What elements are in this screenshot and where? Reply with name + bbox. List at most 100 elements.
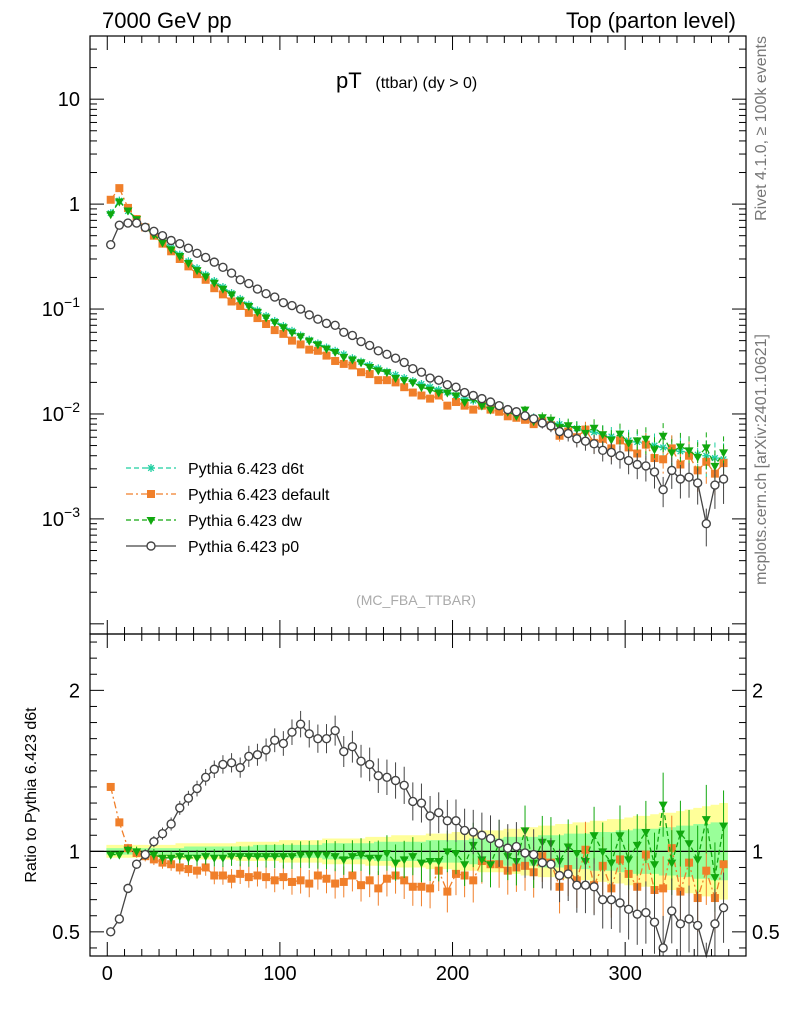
marker-triangle-down [598, 848, 608, 857]
marker-circle-open [554, 426, 565, 437]
marker-square [305, 345, 314, 354]
marker-square [253, 871, 262, 880]
marker-circle-open [589, 439, 599, 449]
main-ytick-label-base: 1 [69, 194, 80, 216]
ratio-series-dw [106, 772, 729, 912]
ratio-ytick-label: 0.5 [52, 922, 80, 944]
marker-triangle-down [192, 267, 202, 276]
plot-title-main: pT [336, 68, 361, 93]
marker-triangle-down [158, 854, 168, 863]
ratio-ytick-label: 1 [69, 841, 80, 863]
marker-triangle-down [641, 829, 651, 838]
marker-square [408, 882, 417, 891]
marker-triangle-down [296, 851, 306, 860]
marker-triangle-down [322, 345, 332, 354]
marker-triangle-down [304, 337, 314, 346]
marker-circle-open [235, 762, 245, 773]
mcplots-source-label: mcplots.cern.ch [arXiv:2401.10621] [753, 334, 770, 585]
legend-item-dw: Pythia 6.423 dw [126, 513, 302, 530]
marker-square [262, 320, 271, 329]
marker-triangle-down [244, 302, 254, 311]
marker-circle-open [408, 796, 418, 807]
marker-circle-open [382, 349, 392, 360]
marker-triangle-down [460, 861, 470, 870]
marker-circle-open [649, 467, 660, 477]
marker-circle-open [166, 235, 176, 246]
marker-square [365, 876, 374, 885]
main-panel-ticks [90, 35, 746, 634]
marker-triangle-down [399, 377, 409, 386]
marker-triangle-down [684, 447, 694, 456]
marker-circle-open [295, 304, 306, 314]
marker-square [702, 866, 711, 875]
marker-circle-open [140, 849, 150, 860]
marker-circle-open [442, 816, 453, 826]
marker-star [147, 464, 155, 472]
marker-triangle-down [675, 443, 685, 452]
marker-triangle-down [719, 822, 729, 831]
marker-circle-open [304, 310, 314, 320]
marker-circle-open [511, 841, 522, 852]
marker-circle-open [261, 289, 271, 299]
marker-triangle-down [183, 259, 193, 268]
marker-circle-open [416, 367, 427, 377]
marker-triangle-down [486, 406, 496, 415]
marker-circle-open [434, 375, 444, 385]
marker-triangle-down [667, 449, 677, 458]
marker-circle-open [364, 759, 375, 770]
marker-star-stroke [147, 464, 155, 472]
marker-square [193, 866, 202, 875]
marker-triangle-down [477, 402, 487, 411]
marker-square [244, 308, 253, 317]
marker-triangle-down [114, 851, 124, 860]
marker-circle-open [598, 894, 608, 905]
header-left: 7000 GeV pp [102, 8, 232, 33]
marker-square [357, 368, 366, 377]
marker-circle-open [157, 230, 168, 241]
marker-circle-open [468, 827, 478, 837]
marker-square [382, 874, 391, 883]
marker-circle-open [615, 451, 625, 461]
marker-triangle-down [347, 356, 357, 365]
marker-square [469, 876, 478, 885]
marker-triangle-down [209, 279, 219, 288]
marker-triangle-down [693, 856, 703, 865]
marker-circle-open [632, 909, 642, 919]
marker-square [236, 301, 245, 310]
marker-square [106, 782, 115, 791]
marker-circle-open [546, 421, 556, 431]
marker-circle-open [209, 764, 219, 774]
marker-circle-open [606, 447, 617, 458]
marker-circle-open [468, 390, 478, 401]
marker-circle-open [528, 414, 539, 424]
xtick-label: 300 [608, 963, 641, 985]
marker-triangle-down [365, 364, 375, 373]
marker-circle-open [503, 404, 513, 415]
marker-circle-open [373, 346, 383, 356]
marker-square [184, 865, 193, 874]
marker-circle-open [537, 857, 547, 868]
marker-triangle-down [158, 239, 168, 248]
marker-circle-open [494, 838, 504, 848]
marker-circle-open [408, 364, 418, 374]
marker-triangle-down [287, 329, 297, 338]
marker-square [331, 356, 340, 365]
marker-circle-open [123, 218, 133, 228]
marker-triangle-down [356, 359, 366, 368]
main-ytick-label: 10−1 [42, 294, 80, 321]
marker-circle-open [373, 770, 383, 781]
marker-triangle-down [701, 444, 711, 453]
legend-item-d6t: Pythia 6.423 d6t [126, 461, 304, 478]
marker-star-stroke [703, 452, 710, 459]
main-ytick-label-exponent: −3 [64, 504, 80, 520]
marker-circle-open [313, 314, 323, 324]
marker-square [115, 818, 124, 827]
marker-circle-open [399, 357, 409, 368]
marker-circle-open [356, 756, 366, 766]
marker-circle-open [330, 725, 340, 736]
marker-circle-open [459, 387, 470, 398]
marker-triangle-down [322, 851, 332, 860]
marker-square [296, 340, 305, 349]
marker-circle-open [218, 759, 228, 770]
